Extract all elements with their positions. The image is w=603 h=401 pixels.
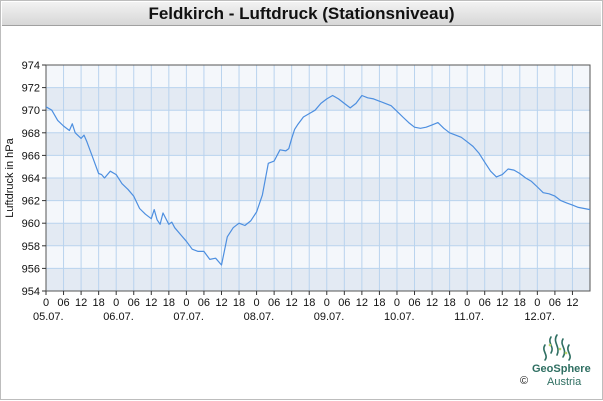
date-label: 09.07. (314, 311, 345, 323)
axes (42, 64, 573, 295)
x-tick-label: 0 (254, 297, 260, 309)
plot-band (46, 87, 590, 111)
x-tick-label: 06 (408, 297, 420, 309)
x-tick-label: 0 (183, 297, 189, 309)
x-tick-label: 0 (394, 297, 400, 309)
x-tick-label: 18 (373, 297, 385, 309)
x-tick-label: 0 (534, 297, 540, 309)
y-tick-label: 956 (22, 263, 40, 275)
x-tick-label: 18 (303, 297, 315, 309)
y-tick-label: 968 (22, 128, 40, 140)
x-tick-label: 12 (75, 297, 87, 309)
y-tick-label: 960 (22, 218, 40, 230)
x-tick-label: 12 (356, 297, 368, 309)
plot-band (46, 155, 590, 178)
y-tick-label: 962 (22, 196, 40, 208)
x-tick-label: 06 (57, 297, 69, 309)
y-tick-label: 966 (22, 150, 40, 162)
plot-band (46, 65, 590, 88)
x-tick-label: 12 (286, 297, 298, 309)
date-label: 10.07. (384, 311, 415, 323)
x-tick-label: 0 (43, 297, 49, 309)
y-tick-label: 964 (22, 173, 40, 185)
date-label: 05.07. (33, 311, 64, 323)
logo-subtitle: Austria (547, 376, 582, 388)
x-tick-label: 06 (268, 297, 280, 309)
x-tick-label: 06 (479, 297, 491, 309)
x-tick-label: 0 (464, 297, 470, 309)
plot-band (46, 178, 590, 201)
y-axis-label: Luftdruck in hPa (4, 137, 16, 217)
chart-title: Feldkirch - Luftdruck (Stationsniveau) (2, 2, 601, 26)
date-label: 07.07. (173, 311, 204, 323)
x-tick-label: 12 (496, 297, 508, 309)
y-tick-label: 972 (22, 83, 40, 95)
x-tick-label: 12 (215, 297, 227, 309)
y-tick-label: 954 (22, 286, 40, 298)
copyright-mark: © (520, 375, 529, 387)
y-tick-label: 974 (22, 60, 40, 72)
x-tick-label: 12 (566, 297, 578, 309)
date-label: 11.07. (454, 311, 484, 323)
y-tick-label: 958 (22, 241, 40, 253)
series-layer (45, 94, 591, 266)
x-tick-label: 0 (113, 297, 119, 309)
x-tick-label: 18 (163, 297, 175, 309)
x-tick-label: 06 (549, 297, 561, 309)
plot-band (46, 245, 590, 269)
plot-band (46, 110, 590, 133)
plot-band (46, 132, 590, 156)
plot-band (46, 223, 590, 246)
geosphere-logo-icon (543, 334, 571, 361)
plot-bands (46, 65, 590, 291)
x-tick-label: 18 (514, 297, 526, 309)
axis-labels: 954 956 958 960 962 964 966 968 970 972 974 0 06 12 18… (4, 60, 579, 323)
x-tick-label: 06 (338, 297, 350, 309)
y-tick-label: 970 (22, 105, 40, 117)
x-tick-label: 0 (324, 297, 330, 309)
date-label: 08.07. (244, 311, 275, 323)
x-tick-label: 12 (426, 297, 438, 309)
x-tick-label: 06 (198, 297, 210, 309)
x-tick-label: 18 (93, 297, 105, 309)
x-tick-label: 18 (443, 297, 455, 309)
date-label: 12.07. (524, 311, 555, 323)
plot-band (46, 200, 590, 224)
x-tick-label: 06 (128, 297, 140, 309)
logo-name: GeoSphere (532, 363, 591, 375)
x-tick-label: 18 (233, 297, 245, 309)
date-label: 06.07. (103, 311, 134, 323)
plot-band (46, 268, 590, 291)
pressure-line (45, 94, 591, 266)
x-tick-label: 12 (145, 297, 157, 309)
